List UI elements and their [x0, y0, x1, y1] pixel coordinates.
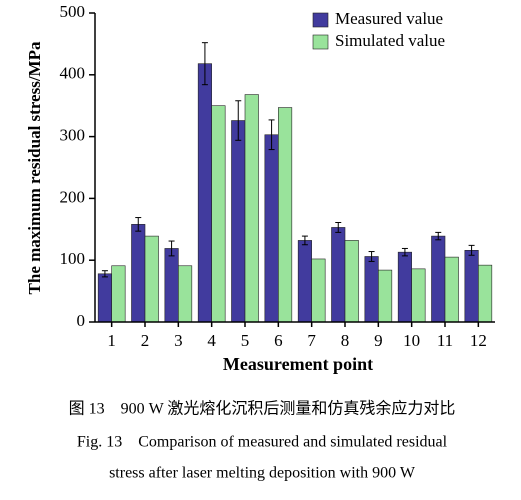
error-bar: [268, 119, 275, 151]
y-axis-label: The maximum residual stress/MPa: [25, 41, 44, 294]
bar: [244, 94, 259, 323]
legend-swatch: [312, 12, 329, 28]
bar: [97, 273, 112, 323]
x-tick-label: 6: [274, 331, 283, 350]
x-axis-label: Measurement point: [223, 354, 373, 374]
legend-swatch: [312, 34, 329, 50]
caption: 图 13 900 W 激光熔化沉积后测量和仿真残余应力对比: [69, 399, 456, 418]
bar: [297, 240, 312, 323]
bar: [231, 120, 246, 323]
error-bar: [235, 100, 242, 141]
y-tick-label: 200: [60, 187, 86, 206]
bar: [397, 251, 412, 323]
bar: [264, 134, 279, 323]
x-tick-label: 2: [141, 331, 150, 350]
error-bar: [101, 270, 108, 278]
x-tick-label: 9: [374, 331, 383, 350]
x-tick-label: 1: [107, 331, 116, 350]
bar: [111, 265, 126, 323]
caption: Fig. 13 Comparison of measured and simul…: [77, 434, 448, 451]
bar: [378, 269, 393, 323]
bar: [431, 235, 446, 323]
bar: [464, 250, 479, 323]
bar: [211, 105, 226, 323]
y-tick-label: 100: [60, 249, 86, 268]
error-bar: [435, 231, 442, 241]
bar: [278, 107, 293, 323]
error-bar: [201, 42, 208, 86]
bar: [164, 248, 179, 323]
y-tick-label: 400: [60, 64, 86, 83]
error-bar: [368, 251, 375, 262]
x-tick-label: 4: [207, 331, 216, 350]
y-tick-label: 500: [60, 2, 86, 21]
bar: [478, 264, 493, 323]
error-bar: [168, 240, 175, 257]
bar: [331, 227, 346, 323]
x-tick-label: 10: [403, 331, 420, 350]
caption: stress after laser melting deposition wi…: [109, 465, 416, 482]
x-tick-label: 12: [470, 331, 487, 350]
bar: [144, 235, 159, 323]
x-tick-label: 8: [341, 331, 350, 350]
bar: [131, 224, 146, 323]
x-tick-label: 3: [174, 331, 183, 350]
bar: [344, 240, 359, 323]
error-bar: [401, 247, 408, 257]
bar: [411, 268, 426, 323]
bar: [364, 256, 379, 323]
bar: [444, 256, 459, 323]
x-tick-label: 5: [241, 331, 250, 350]
bar: [178, 265, 193, 323]
x-tick-label: 11: [437, 331, 453, 350]
error-bar: [335, 222, 342, 233]
error-bar: [468, 244, 475, 256]
legend-label: Simulated value: [335, 31, 445, 50]
y-tick-label: 0: [77, 311, 86, 330]
bar: [197, 63, 212, 323]
legend-label: Measured value: [335, 9, 443, 28]
error-bar: [135, 217, 142, 232]
x-tick-label: 7: [307, 331, 316, 350]
error-bar: [301, 235, 308, 246]
y-tick-label: 300: [60, 126, 86, 145]
bar: [311, 258, 326, 323]
